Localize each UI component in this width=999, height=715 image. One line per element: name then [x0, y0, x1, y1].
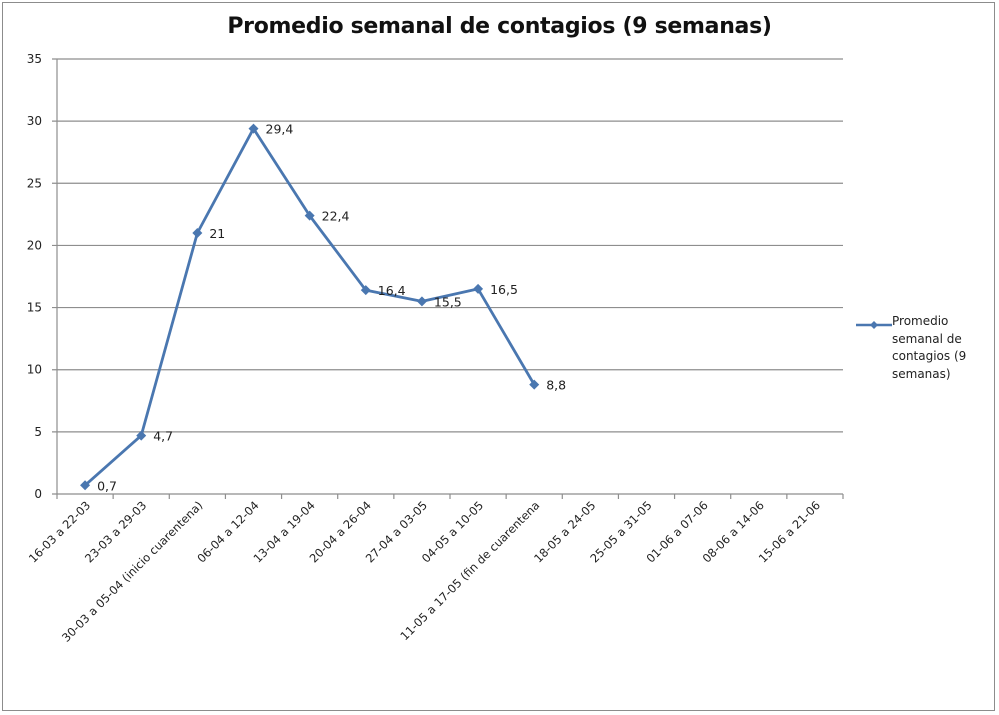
data-point-marker-icon	[80, 480, 91, 491]
data-label: 16,4	[378, 283, 406, 298]
data-point-marker-icon	[416, 296, 427, 307]
data-label: 16,5	[490, 282, 518, 297]
y-tick-label: 0	[34, 487, 42, 501]
y-tick-label: 30	[27, 114, 42, 128]
y-tick-label: 15	[27, 301, 42, 315]
data-label: 15,5	[434, 294, 462, 309]
data-point-marker-icon	[360, 285, 371, 296]
data-point-marker-icon	[136, 430, 147, 441]
data-point-marker-icon	[473, 283, 484, 294]
legend-series-marker-icon	[856, 321, 892, 329]
data-label: 21	[209, 226, 225, 241]
y-tick-label: 10	[27, 363, 42, 377]
data-point-marker-icon	[529, 379, 540, 390]
data-point-marker-icon	[192, 228, 203, 238]
data-label: 22,4	[322, 209, 350, 224]
data-label: 4,7	[153, 429, 173, 444]
data-point-marker-icon	[248, 123, 259, 134]
y-tick-label: 25	[27, 176, 42, 190]
data-label: 29,4	[266, 122, 294, 137]
data-label: 0,7	[97, 478, 117, 493]
chart-title: Promedio semanal de contagios (9 semanas…	[227, 14, 772, 39]
y-tick-label: 5	[34, 425, 42, 439]
y-tick-label: 35	[27, 52, 42, 66]
legend-label: Promedio semanal de contagios (9 semanas…	[892, 314, 967, 381]
y-tick-label: 20	[27, 238, 42, 252]
data-label: 8,8	[546, 378, 566, 393]
data-point-marker-icon	[304, 210, 315, 221]
